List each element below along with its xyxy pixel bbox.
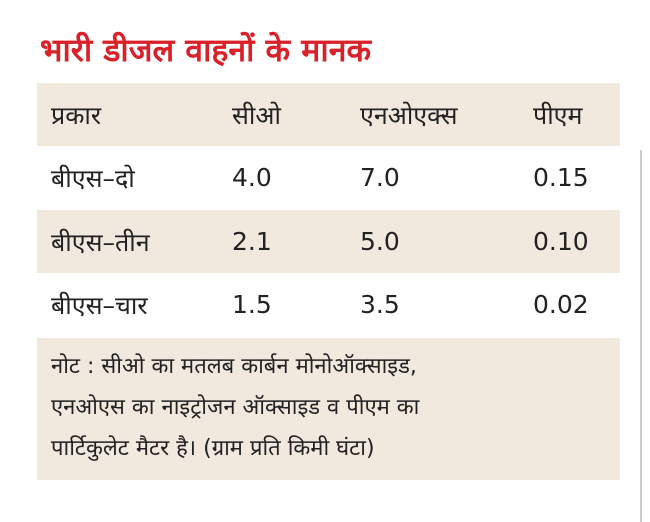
border-line xyxy=(640,150,642,522)
cell-value: पीएम xyxy=(533,100,583,130)
note-line: एनओएस का नाइट्रोजन ऑक्साइड व पीएम का xyxy=(51,395,420,420)
table-row: बीएस–चार 1.5 3.5 0.02 xyxy=(37,273,620,336)
cell-value: 0.15 xyxy=(533,163,589,192)
table-row: बीएस–दो 4.0 7.0 0.15 xyxy=(37,146,620,209)
cell-value: एनओएक्स xyxy=(360,100,458,130)
cell-value: 1.5 xyxy=(232,290,272,319)
cell-value: 7.0 xyxy=(360,163,400,192)
cell-value: 0.02 xyxy=(533,290,589,319)
row-label: बीएस–दो xyxy=(51,163,135,193)
cell-value: 5.0 xyxy=(360,227,400,256)
row-label: बीएस–तीन xyxy=(51,227,150,257)
cell-value: 3.5 xyxy=(360,290,400,319)
cell-value: 0.10 xyxy=(533,227,589,256)
note: नोट : सीओ का मतलब कार्बन मोनोऑक्साइड, एनओ… xyxy=(37,338,620,480)
cell-value: 2.1 xyxy=(232,227,272,256)
note-line: नोट : सीओ का मतलब कार्बन मोनोऑक्साइड, xyxy=(51,354,417,379)
row-label: प्रकार xyxy=(51,100,102,130)
cell-value: सीओ xyxy=(232,100,281,130)
note-line: पार्टिकुलेट मैटर है। (ग्राम प्रति किमी घ… xyxy=(51,436,375,461)
table-row: बीएस–तीन 2.1 5.0 0.10 xyxy=(37,210,620,273)
cell-value: 4.0 xyxy=(232,163,272,192)
title: भारी डीजल वाहनों के मानक xyxy=(40,31,372,69)
row-label: बीएस–चार xyxy=(51,290,148,320)
header-row: प्रकार सीओ एनओएक्स पीएम xyxy=(37,83,620,146)
